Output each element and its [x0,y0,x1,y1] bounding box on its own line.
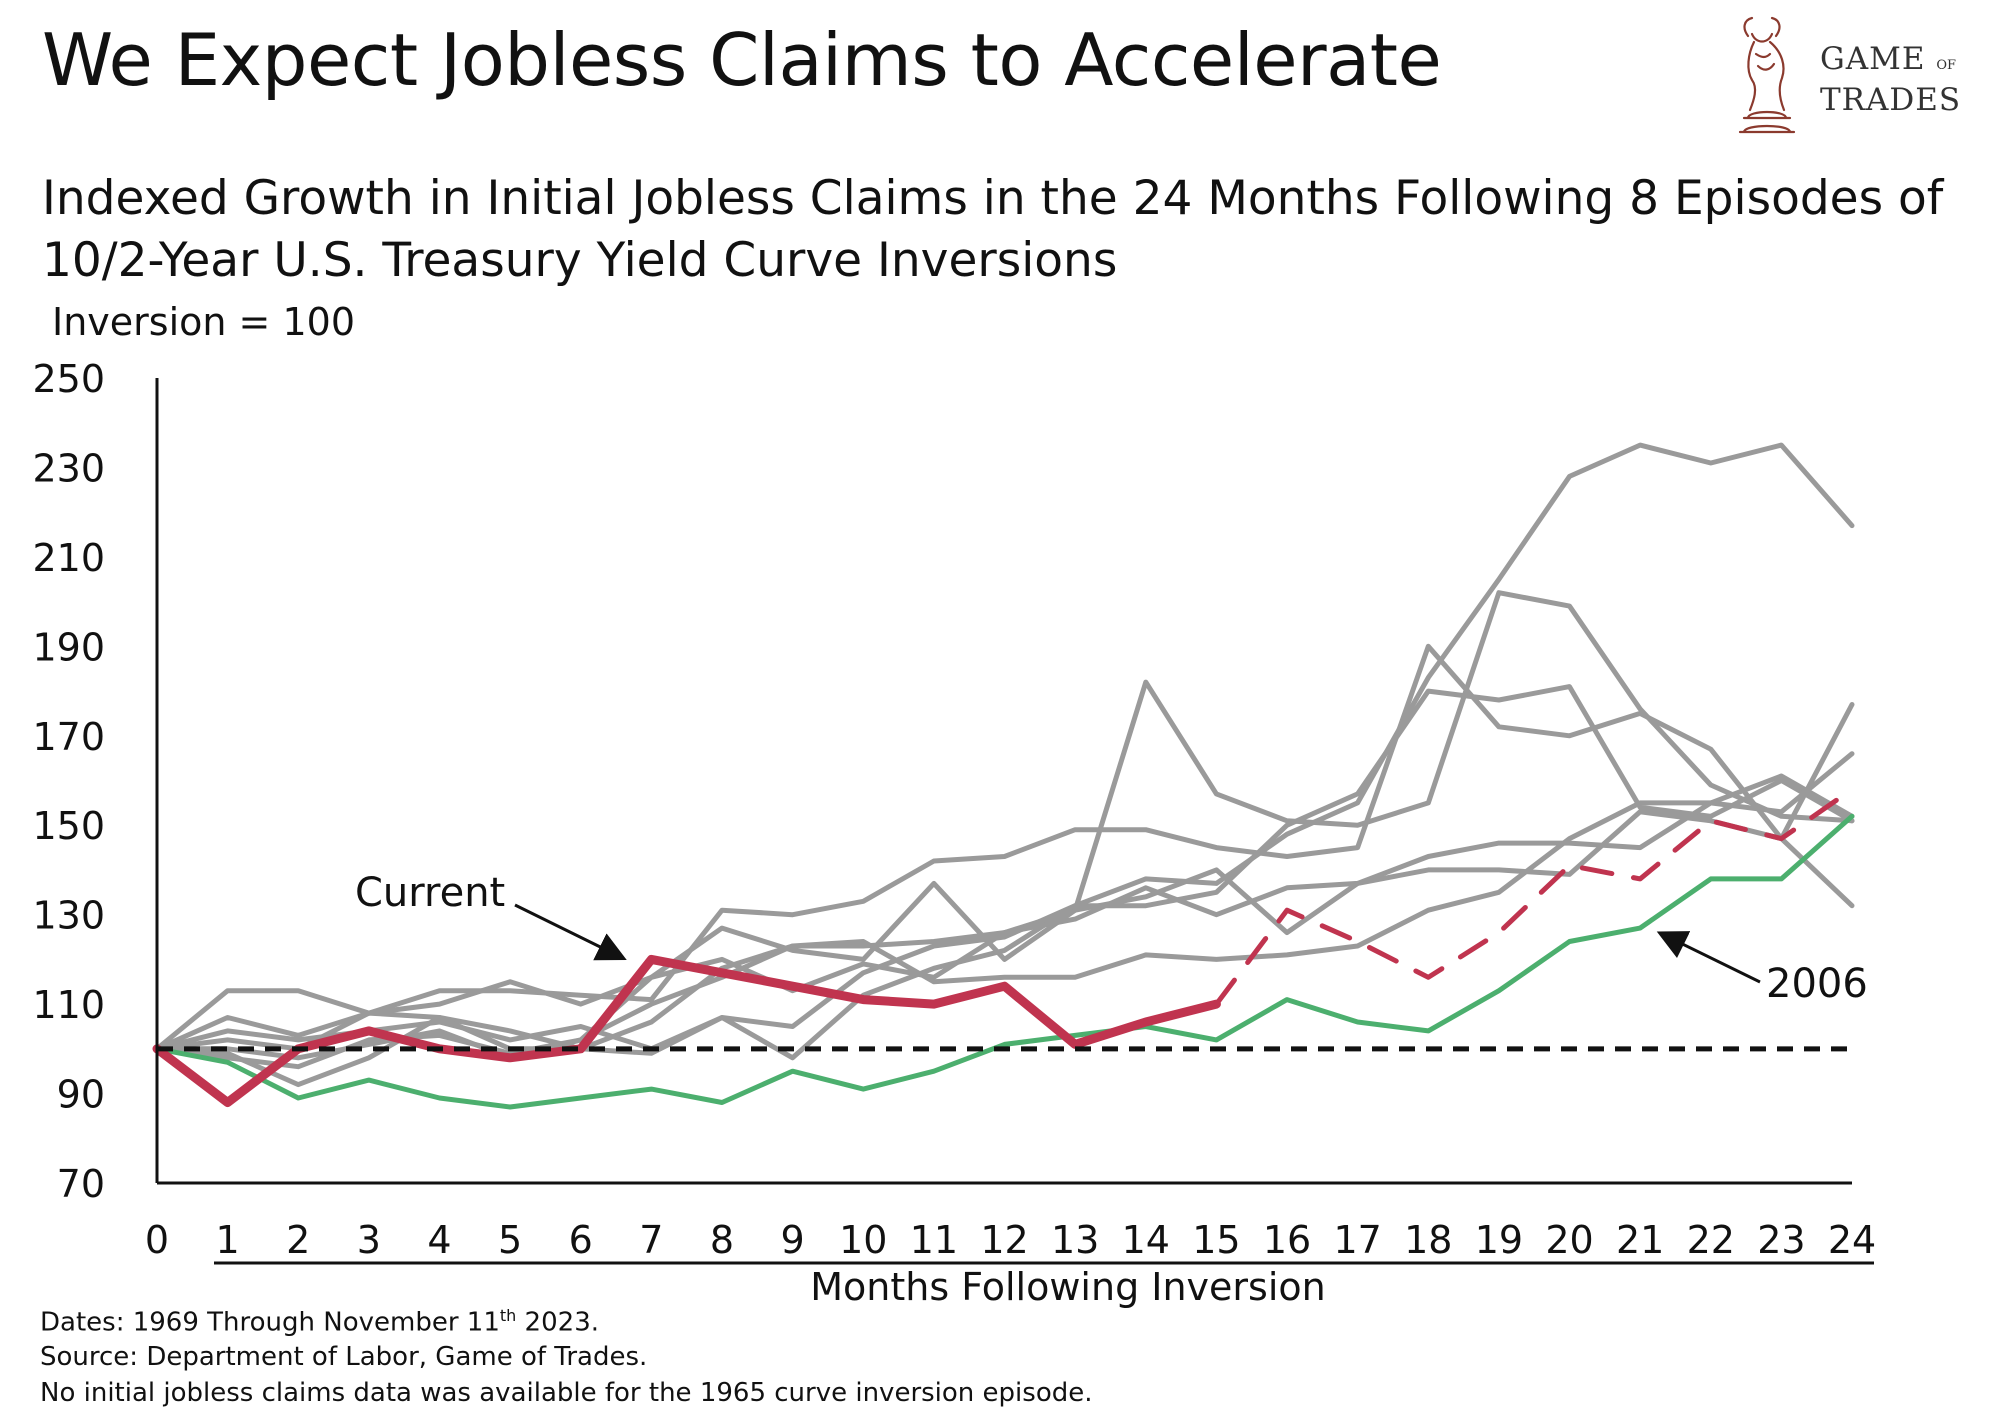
y-tick-label: 70 [57,1162,105,1206]
series-line-other-5 [154,773,1855,1070]
x-tick-label: 18 [1404,1218,1452,1262]
x-tick-label: 14 [1122,1218,1170,1262]
x-tick-label: 2 [286,1218,310,1262]
series-line-other-4 [154,442,1855,1088]
x-tick-label: 0 [145,1218,169,1262]
footer-note: No initial jobless claims data was avail… [40,1378,1093,1408]
y-tick-label: 130 [32,894,105,938]
x-tick-label: 23 [1757,1218,1805,1262]
x-tick-label: 11 [910,1218,958,1262]
series-layer [152,442,1855,1110]
x-tick-label: 8 [710,1218,734,1262]
y-tick-label: 230 [32,446,105,490]
x-tick-label: 1 [216,1218,240,1262]
y-tick-label: 90 [57,1073,105,1117]
x-tick-label: 9 [781,1218,805,1262]
series-line-other-6 [154,751,1855,1061]
x-tick-label: 15 [1192,1218,1240,1262]
y-tick-label: 110 [32,983,105,1027]
chart-subtitle: Indexed Growth in Initial Jobless Claims… [42,171,1944,288]
x-tick-label: 17 [1333,1218,1381,1262]
x-tick-label: 19 [1475,1218,1523,1262]
x-tick-label: 3 [357,1218,381,1262]
bull-knight-icon [1738,16,1796,134]
footer-dates-sup: th [499,1306,517,1325]
annotation-current-arrow [514,903,627,961]
series-line-other-0 [154,643,1855,1052]
y-tick-label: 250 [32,357,105,401]
logo-wordmark: GAME OF TRADES [1820,42,1980,117]
x-tick-label: 12 [980,1218,1028,1262]
footer-dates-prefix: Dates: 1969 Through November 11 [40,1307,500,1338]
x-tick-label: 4 [427,1218,451,1262]
footer-source: Source: Department of Labor, Game of Tra… [40,1342,648,1372]
x-tick-label: 6 [569,1218,593,1262]
annotation-layer: Current 2006 [355,870,1868,1007]
x-tick-label: 24 [1828,1218,1876,1262]
x-axis-label: Months Following Inversion [810,1265,1326,1309]
annotation-2006-arrow [1656,931,1761,984]
x-tick-label: 7 [639,1218,663,1262]
chart-title: We Expect Jobless Claims to Accelerate [42,18,1442,102]
series-line-other-3 [154,684,1855,1061]
footer-dates: Dates: 1969 Through November 11th 2023. [40,1306,599,1338]
y-tick-label: 210 [32,536,105,580]
y-axis-unit-label: Inversion = 100 [52,300,355,344]
annotation-2006-label: 2006 [1766,961,1868,1007]
y-tick-label: 150 [32,804,105,848]
logo-of: OF [1936,58,1957,73]
series-line-current-projection-9 [1213,786,1855,1007]
y-tick-label: 170 [32,715,105,759]
x-tick-label: 10 [839,1218,887,1262]
series-line-highlight-7 [154,813,1855,1110]
game-of-trades-logo [1738,16,1796,134]
x-tick-label: 16 [1263,1218,1311,1262]
series-line-other-2 [154,590,1855,1052]
series-line-current-8 [152,954,1221,1107]
x-tick-label: 20 [1545,1218,1593,1262]
y-tick-label: 190 [32,625,105,669]
x-tick-label: 13 [1051,1218,1099,1262]
logo-line2: TRADES [1820,82,1962,118]
x-tick-label: 22 [1687,1218,1735,1262]
logo-line1: GAME [1820,41,1926,77]
x-tick-label: 21 [1616,1218,1664,1262]
x-tick-label: 5 [498,1218,522,1262]
annotation-current-label: Current [355,870,505,916]
footer-dates-suffix: 2023. [516,1307,599,1338]
